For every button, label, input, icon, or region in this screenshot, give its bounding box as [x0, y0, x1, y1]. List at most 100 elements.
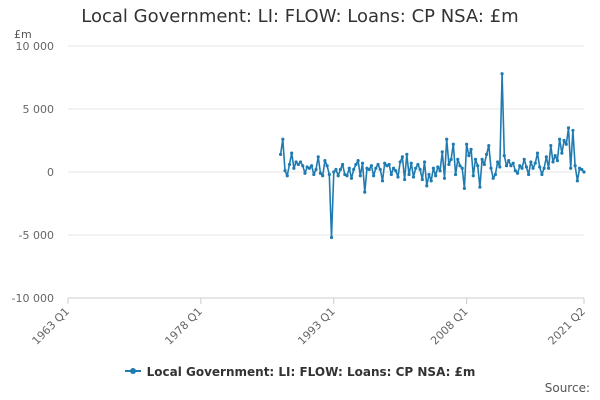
data-point — [281, 137, 285, 141]
data-point — [480, 157, 484, 161]
data-point — [283, 169, 287, 173]
data-point — [347, 166, 351, 170]
data-point — [531, 166, 535, 170]
data-point — [520, 166, 524, 170]
data-point — [341, 162, 345, 167]
chart-title: Local Government: LI: FLOW: Loans: CP NS… — [81, 6, 519, 27]
data-point — [513, 169, 517, 173]
data-point — [400, 155, 405, 159]
data-point — [527, 172, 531, 177]
source-label: Source: — [544, 381, 590, 395]
data-point — [294, 160, 298, 164]
data-point — [442, 176, 447, 180]
data-point — [374, 166, 378, 170]
data-point — [504, 164, 509, 168]
data-point — [325, 164, 329, 168]
data-point — [553, 154, 557, 158]
data-point — [491, 176, 495, 180]
data-point — [467, 154, 471, 158]
data-point — [407, 172, 411, 177]
data-point — [303, 171, 307, 175]
data-point — [396, 175, 400, 179]
legend-label: Local Government: LI: FLOW: Loans: CP NS… — [146, 365, 476, 379]
x-tick-label: 1993 Q1 — [295, 305, 338, 348]
data-point — [314, 167, 318, 172]
data-point — [524, 165, 529, 169]
data-point — [358, 174, 362, 178]
x-tick-label: 1963 Q1 — [30, 305, 73, 348]
data-point — [515, 171, 520, 175]
data-point — [540, 172, 544, 177]
data-point — [487, 143, 491, 148]
data-point — [575, 179, 579, 183]
x-tick-label: 1978 Q1 — [162, 305, 205, 348]
data-point — [292, 166, 296, 170]
data-point — [398, 160, 402, 164]
data-point — [387, 162, 391, 167]
data-point — [500, 72, 504, 76]
data-point — [493, 172, 498, 177]
data-point — [478, 185, 482, 189]
data-point — [312, 172, 316, 177]
data-point — [440, 150, 444, 154]
data-point — [301, 164, 305, 168]
data-point — [502, 154, 506, 158]
data-point — [356, 159, 360, 163]
data-point — [496, 160, 500, 164]
data-point — [405, 152, 409, 156]
series-line — [279, 72, 585, 239]
y-axis-unit-label: £m — [14, 28, 32, 41]
data-point — [476, 164, 480, 168]
data-point — [310, 164, 314, 168]
data-point — [376, 162, 380, 167]
data-point — [334, 167, 338, 172]
data-point — [562, 138, 566, 143]
data-point — [285, 174, 289, 178]
data-point — [458, 164, 462, 168]
data-point — [372, 174, 376, 178]
data-point — [380, 179, 385, 183]
data-point — [425, 184, 429, 188]
data-point — [549, 143, 553, 148]
data-point — [298, 160, 303, 164]
data-point — [462, 186, 467, 190]
data-point — [318, 171, 323, 175]
data-point — [518, 164, 522, 168]
data-point — [369, 164, 373, 168]
data-point — [498, 165, 502, 169]
data-point — [394, 169, 398, 173]
data-point — [363, 190, 367, 194]
data-point — [332, 170, 336, 174]
data-point — [411, 175, 416, 179]
data-point — [542, 166, 546, 170]
data-point — [287, 162, 292, 167]
y-tick-label: 0 — [47, 166, 54, 179]
data-point — [571, 128, 575, 133]
data-point — [345, 174, 349, 178]
data-point — [323, 159, 327, 163]
legend[interactable]: Local Government: LI: FLOW: Loans: CP NS… — [0, 365, 600, 379]
y-tick-label: -5 000 — [19, 229, 54, 242]
data-point — [560, 151, 564, 155]
data-point — [456, 157, 460, 161]
data-point — [420, 177, 424, 182]
y-tick-label: -10 000 — [12, 292, 54, 305]
data-point — [296, 162, 300, 167]
data-point — [558, 137, 562, 141]
legend-line-icon — [124, 367, 141, 374]
data-point — [434, 174, 438, 178]
data-point — [573, 164, 577, 168]
data-point — [535, 151, 540, 155]
data-point — [416, 162, 420, 167]
data-point — [329, 235, 334, 240]
data-point — [403, 177, 407, 182]
data-point — [522, 157, 526, 161]
data-point — [453, 172, 458, 177]
data-point — [566, 126, 571, 130]
data-point — [307, 166, 311, 170]
data-point — [327, 172, 331, 177]
data-point — [469, 147, 473, 151]
data-point — [418, 167, 422, 172]
data-point — [352, 167, 356, 172]
